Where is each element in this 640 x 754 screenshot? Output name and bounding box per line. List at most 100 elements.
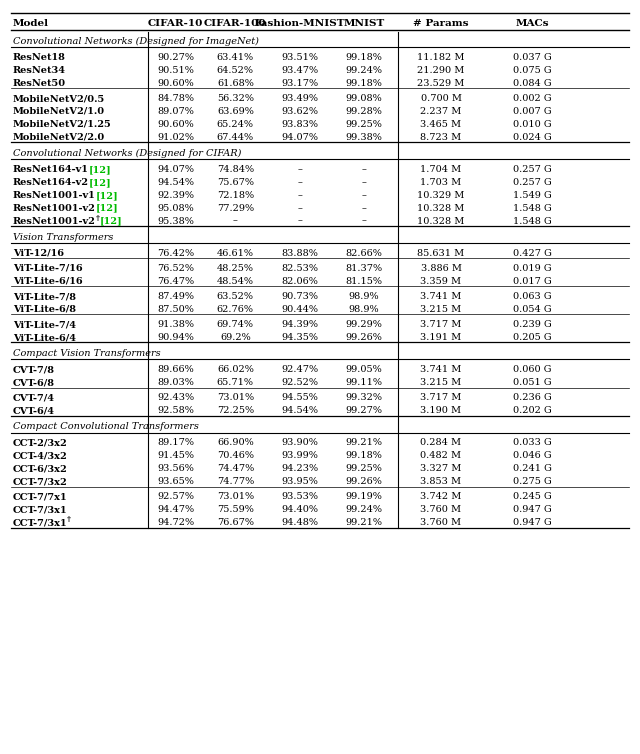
Text: 77.29%: 77.29% [217,204,254,213]
Text: 89.03%: 89.03% [157,378,194,387]
Text: 75.67%: 75.67% [217,178,254,187]
Text: CCT-6/3x2: CCT-6/3x2 [13,464,67,474]
Text: 0.046 G: 0.046 G [513,451,551,460]
Text: 93.83%: 93.83% [282,120,319,129]
Text: 99.28%: 99.28% [346,107,382,116]
Text: CCT-7/7x1: CCT-7/7x1 [13,492,67,501]
Text: 66.90%: 66.90% [217,438,253,447]
Text: 89.66%: 89.66% [157,365,194,374]
Text: 99.24%: 99.24% [346,505,383,514]
Text: CCT-4/3x2: CCT-4/3x2 [13,451,67,460]
Text: 0.239 G: 0.239 G [513,320,552,329]
Text: 3.191 M: 3.191 M [420,333,461,342]
Text: –: – [233,216,238,225]
Text: 99.38%: 99.38% [346,133,382,142]
Text: CIFAR-100: CIFAR-100 [204,19,267,28]
Text: 62.76%: 62.76% [217,305,254,314]
Text: 3.359 M: 3.359 M [420,277,461,286]
Text: 0.084 G: 0.084 G [513,79,551,88]
Text: 93.47%: 93.47% [282,66,319,75]
Text: 93.53%: 93.53% [282,492,319,501]
Text: ResNet164-v1: ResNet164-v1 [13,165,88,174]
Text: 99.26%: 99.26% [346,333,382,342]
Text: 74.84%: 74.84% [217,165,254,174]
Text: CVT-6/4: CVT-6/4 [13,406,54,415]
Text: 0.037 G: 0.037 G [513,53,552,62]
Text: 95.08%: 95.08% [157,204,194,213]
Text: 94.07%: 94.07% [157,165,195,174]
Text: ViT-Lite-7/8: ViT-Lite-7/8 [13,292,76,301]
Text: MobileNetV2/0.5: MobileNetV2/0.5 [13,94,105,103]
Text: CCT-7/3x2: CCT-7/3x2 [13,477,67,486]
Text: 3.886 M: 3.886 M [420,264,461,273]
Text: [12]: [12] [88,165,111,174]
Text: ResNet18: ResNet18 [13,53,65,62]
Text: 0.236 G: 0.236 G [513,394,552,403]
Text: 0.051 G: 0.051 G [513,378,551,387]
Text: Compact Convolutional Transformers: Compact Convolutional Transformers [13,422,198,431]
Text: 69.74%: 69.74% [217,320,254,329]
Text: 90.94%: 90.94% [157,333,194,342]
Text: 3.853 M: 3.853 M [420,477,461,486]
Text: 65.71%: 65.71% [217,378,254,387]
Text: –: – [362,191,366,200]
Text: ViT-Lite-6/4: ViT-Lite-6/4 [13,333,76,342]
Text: ViT-12/16: ViT-12/16 [13,249,63,258]
Text: Vision Transformers: Vision Transformers [13,233,113,242]
Text: 92.43%: 92.43% [157,394,195,403]
Text: 72.18%: 72.18% [217,191,254,200]
Text: 1.704 M: 1.704 M [420,165,461,174]
Text: ResNet50: ResNet50 [13,79,66,88]
Text: 3.215 M: 3.215 M [420,305,461,314]
Text: ResNet164-v2: ResNet164-v2 [13,178,89,187]
Text: 0.700 M: 0.700 M [420,94,461,103]
Text: MobileNetV2/1.0: MobileNetV2/1.0 [13,107,105,116]
Text: 92.57%: 92.57% [157,492,195,501]
Text: 94.35%: 94.35% [282,333,319,342]
Text: 23.529 M: 23.529 M [417,79,465,88]
Text: 94.07%: 94.07% [282,133,319,142]
Text: ViT-Lite-6/16: ViT-Lite-6/16 [13,277,83,286]
Text: 82.66%: 82.66% [346,249,382,258]
Text: 99.08%: 99.08% [346,94,382,103]
Text: [12]: [12] [95,204,118,213]
Text: 0.010 G: 0.010 G [513,120,551,129]
Text: 84.78%: 84.78% [157,94,195,103]
Text: 91.38%: 91.38% [157,320,195,329]
Text: 99.29%: 99.29% [346,320,382,329]
Text: 73.01%: 73.01% [217,394,254,403]
Text: 99.21%: 99.21% [346,438,383,447]
Text: 56.32%: 56.32% [217,94,254,103]
Text: 11.182 M: 11.182 M [417,53,465,62]
Text: –: – [362,204,366,213]
Text: 87.49%: 87.49% [157,292,195,301]
Text: 90.51%: 90.51% [157,66,194,75]
Text: 21.290 M: 21.290 M [417,66,465,75]
Text: 72.25%: 72.25% [217,406,254,415]
Text: 3.190 M: 3.190 M [420,406,461,415]
Text: 64.52%: 64.52% [217,66,254,75]
Text: 99.19%: 99.19% [346,492,382,501]
Text: MNIST: MNIST [343,19,385,28]
Text: 99.32%: 99.32% [346,394,383,403]
Text: 90.60%: 90.60% [157,120,194,129]
Text: ResNet1001-v2: ResNet1001-v2 [13,204,95,213]
Text: 10.329 M: 10.329 M [417,191,465,200]
Text: Compact Vision Transformers: Compact Vision Transformers [13,349,160,358]
Text: –: – [298,191,302,200]
Text: 90.60%: 90.60% [157,79,194,88]
Text: 0.060 G: 0.060 G [513,365,551,374]
Text: 92.47%: 92.47% [282,365,319,374]
Text: 76.47%: 76.47% [157,277,195,286]
Text: 67.44%: 67.44% [217,133,254,142]
Text: Convolutional Networks (Designed for ImageNet): Convolutional Networks (Designed for Ima… [13,37,259,46]
Text: 0.024 G: 0.024 G [513,133,552,142]
Text: 3.465 M: 3.465 M [420,120,461,129]
Text: 3.327 M: 3.327 M [420,464,461,474]
Text: 94.48%: 94.48% [282,518,319,527]
Text: MobileNetV2/2.0: MobileNetV2/2.0 [13,133,105,142]
Text: 89.17%: 89.17% [157,438,195,447]
Text: 0.033 G: 0.033 G [513,438,552,447]
Text: 94.47%: 94.47% [157,505,195,514]
Text: 99.11%: 99.11% [346,378,383,387]
